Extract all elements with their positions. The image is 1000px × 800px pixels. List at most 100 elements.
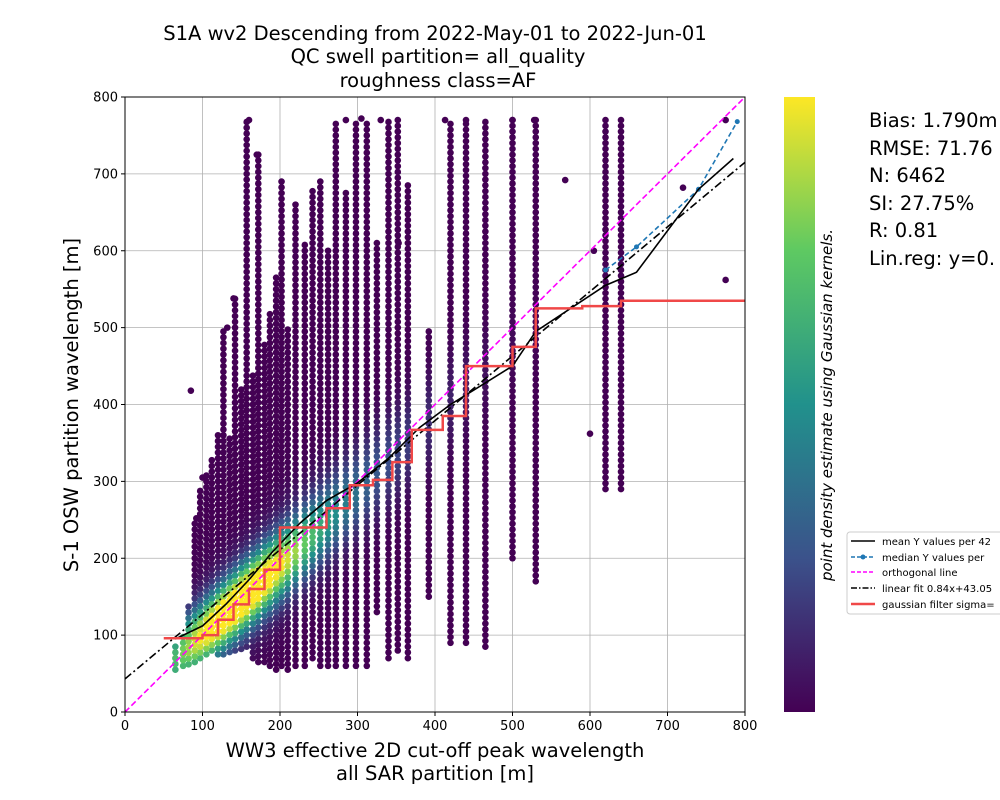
scatter-point	[385, 193, 392, 201]
scatter-point	[332, 184, 340, 191]
scatter-point	[278, 316, 285, 324]
scatter-point	[254, 520, 262, 527]
scatter-point	[482, 187, 489, 195]
scatter-point	[462, 495, 470, 502]
scatter-point	[342, 201, 350, 208]
scatter-point	[482, 626, 489, 633]
scatter-point	[261, 416, 268, 424]
scatter-point	[363, 155, 371, 162]
scatter-point	[394, 503, 402, 510]
scatter-point	[332, 524, 340, 531]
scatter-point	[352, 172, 360, 180]
scatter-point	[404, 510, 412, 518]
scatter-point	[447, 316, 454, 324]
scatter-point	[425, 362, 433, 370]
scatter-point	[342, 403, 350, 410]
scatter-point	[352, 137, 360, 145]
scatter-point	[272, 291, 280, 299]
scatter-point	[301, 483, 309, 491]
scatter-point	[196, 551, 204, 558]
scatter-point	[394, 381, 402, 389]
scatter-point	[324, 449, 332, 456]
scatter-point	[237, 530, 245, 537]
x-tick-label: 400	[423, 719, 448, 734]
scatter-point	[203, 541, 210, 549]
plot-frame	[124, 96, 746, 713]
scatter-point	[203, 593, 210, 600]
scatter-point	[394, 624, 402, 631]
scatter-point	[309, 620, 316, 627]
scatter-point	[462, 322, 470, 330]
scatter-point	[214, 460, 222, 468]
scatter-point	[462, 328, 470, 335]
scatter-point	[261, 468, 268, 476]
scatter-point	[363, 166, 371, 174]
scatter-point	[272, 424, 280, 431]
scatter-point	[332, 178, 340, 185]
scatter-point	[301, 501, 309, 508]
scatter-point	[404, 205, 412, 212]
scatter-point	[352, 414, 360, 422]
scatter-point	[191, 554, 199, 562]
scatter-point	[292, 639, 299, 647]
scatter-point	[226, 637, 233, 644]
scatter-point	[404, 430, 412, 437]
scatter-point	[243, 159, 250, 166]
scatter-point	[447, 189, 454, 197]
scatter-point	[394, 474, 402, 481]
scatter-point	[261, 497, 268, 504]
scatter-point	[332, 253, 340, 260]
scatter-point	[243, 516, 250, 524]
scatter-point	[363, 622, 371, 629]
scatter-point	[373, 528, 381, 535]
scatter-point	[602, 376, 609, 383]
scatter-point	[352, 495, 360, 502]
scatter-point	[352, 241, 360, 249]
scatter-point	[394, 174, 402, 182]
scatter-point	[342, 529, 350, 537]
scatter-point	[425, 558, 433, 566]
scatter-point	[404, 239, 412, 247]
median-point	[603, 267, 608, 273]
scatter-point	[342, 512, 350, 520]
scatter-point	[292, 495, 299, 502]
scatter-point	[249, 516, 257, 524]
scatter-point	[363, 455, 371, 462]
scatter-point	[231, 393, 239, 401]
scatter-point	[363, 368, 371, 376]
scatter-point	[261, 358, 268, 366]
scatter-point	[602, 428, 609, 435]
scatter-point	[220, 627, 227, 635]
scatter-point	[254, 641, 262, 649]
scatter-point	[394, 185, 402, 193]
scatter-point	[385, 620, 392, 627]
scatter-point	[332, 397, 340, 404]
scatter-point	[284, 378, 292, 385]
scatter-point	[226, 464, 233, 471]
scatter-point	[292, 276, 299, 283]
scatter-point	[332, 645, 340, 652]
scatter-point	[352, 282, 360, 289]
scatter-point	[377, 116, 385, 124]
scatter-point	[278, 385, 285, 393]
scatter-point	[447, 506, 454, 514]
scatter-point	[226, 481, 233, 489]
scatter-point	[301, 356, 309, 364]
scatter-point	[292, 443, 299, 451]
scatter-point	[482, 470, 489, 477]
scatter-point	[317, 362, 324, 370]
scatter-point	[272, 510, 280, 518]
scatter-point	[243, 314, 250, 322]
scatter-point	[342, 651, 350, 658]
scatter-point	[447, 362, 454, 370]
scatter-point	[404, 280, 412, 287]
scatter-point	[266, 610, 274, 618]
scatter-point	[261, 549, 268, 556]
scatter-point	[482, 562, 489, 570]
scatter-point	[462, 132, 470, 139]
scatter-point	[404, 568, 412, 576]
scatter-point	[309, 360, 316, 368]
scatter-point	[385, 585, 392, 593]
scatter-point	[447, 495, 454, 502]
scatter-point	[226, 493, 233, 500]
